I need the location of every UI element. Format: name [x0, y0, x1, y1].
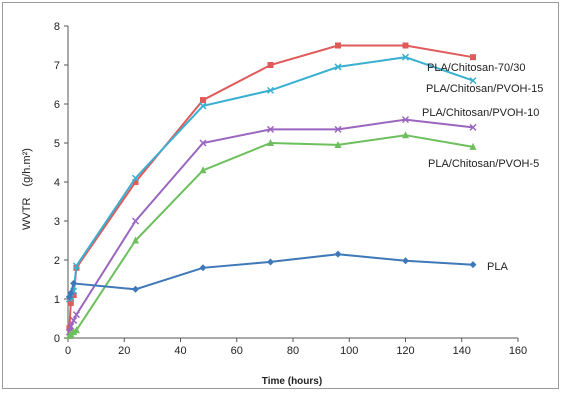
data-point	[67, 322, 75, 330]
data-point	[334, 63, 342, 71]
y-tick-label: 0	[54, 333, 60, 345]
y-tick-label: 1	[54, 294, 60, 306]
series-label: PLA/Chitosan/PVOH-5	[428, 158, 539, 170]
data-point	[335, 42, 341, 49]
series-pla-chitosan-pvoh-15	[65, 53, 477, 303]
data-point	[131, 174, 140, 182]
data-point	[469, 77, 477, 85]
data-point	[72, 262, 80, 270]
data-point	[70, 328, 78, 336]
data-point	[70, 316, 78, 324]
labels-layer: PLA/Chitosan-70/30 PLA/Chitosan/PVOH-15 PL…	[422, 62, 543, 273]
x-tick-label: 100	[340, 345, 358, 357]
data-point	[334, 140, 342, 148]
x-tick-label: 0	[65, 345, 71, 357]
series-label: PLA	[487, 261, 508, 273]
data-point	[266, 125, 275, 133]
data-point	[401, 53, 410, 61]
data-point	[469, 142, 477, 150]
y-axis-label-unit: (g/h.m²)	[21, 148, 33, 187]
series-label: PLA/Chitosan-70/30	[427, 62, 525, 74]
y-tick-label: 7	[54, 60, 60, 72]
data-point	[200, 97, 206, 104]
series-line	[68, 118, 474, 333]
data-point	[469, 123, 477, 131]
data-point	[199, 139, 207, 147]
data-point	[70, 279, 78, 287]
series-label: PLA/Chitosan/PVOH-10	[422, 107, 539, 119]
data-point	[132, 236, 139, 244]
x-tick-label: 160	[509, 345, 527, 357]
data-point	[402, 42, 409, 49]
data-point	[266, 86, 275, 94]
data-point	[267, 139, 274, 146]
series-pla-chitosan-pvoh-5	[65, 131, 477, 340]
series-pla	[65, 250, 477, 301]
chart-frame	[2, 2, 559, 389]
data-point	[401, 116, 410, 124]
x-tick-label: 20	[118, 345, 130, 357]
data-point	[334, 250, 342, 258]
data-point	[334, 125, 342, 133]
data-point	[67, 299, 74, 306]
axis-titles: WVTR (g/h.m²) Time (hours)	[21, 148, 322, 387]
data-point	[469, 261, 477, 269]
y-tick-label: 8	[54, 21, 60, 33]
data-point	[267, 258, 274, 266]
x-tick-label: 80	[287, 345, 299, 357]
data-point	[199, 264, 207, 272]
data-point	[267, 62, 274, 68]
series-line	[68, 134, 474, 337]
y-axis-label-main: WVTR	[21, 198, 33, 230]
axes: 0 20 40 60 80 100 120 140 160 0 1 2 3 4 5 6 7 8	[54, 21, 527, 357]
x-axis-label: Time (hours)	[262, 376, 322, 387]
x-tick-label: 120	[396, 345, 414, 357]
data-point	[132, 285, 139, 293]
data-point	[199, 166, 207, 174]
y-tick-label: 4	[54, 177, 60, 189]
data-point	[72, 311, 80, 319]
series-label: PLA/Chitosan/PVOH-15	[426, 83, 543, 95]
data-point	[402, 257, 409, 265]
y-tick-label: 2	[54, 255, 60, 267]
data-point	[131, 217, 140, 225]
data-point	[199, 102, 207, 110]
y-tick-label: 3	[54, 216, 60, 228]
data-point	[72, 326, 80, 334]
y-tick-label: 5	[54, 138, 60, 150]
y-tick-label: 6	[54, 99, 60, 111]
series-layer	[65, 42, 477, 340]
x-tick-label: 60	[231, 345, 243, 357]
x-tick-label: 140	[453, 345, 471, 357]
data-point	[402, 131, 409, 139]
x-tick-label: 40	[174, 345, 186, 357]
data-point	[132, 179, 139, 185]
y-axis-label: WVTR (g/h.m²)	[21, 148, 33, 230]
data-point	[67, 289, 75, 297]
series-pla-chitosan-pvoh-10	[65, 116, 477, 336]
data-point	[67, 330, 75, 338]
data-point	[470, 54, 476, 61]
